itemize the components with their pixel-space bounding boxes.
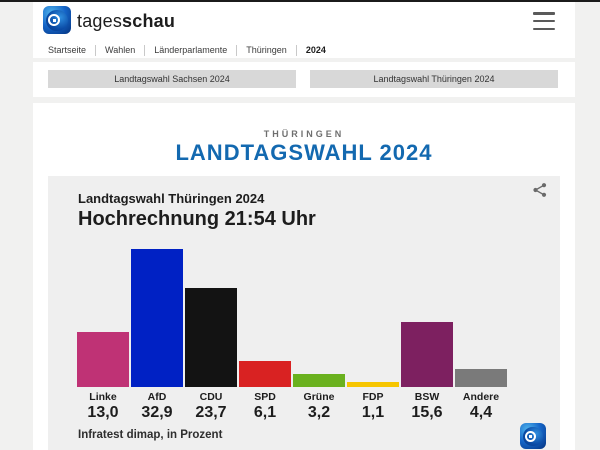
breadcrumb-separator [236,44,238,56]
bar-column-fdp: FDP 1,1 [347,249,399,422]
bar-bsw [401,322,453,387]
breadcrumb-separator [144,44,146,56]
bar-spd [239,361,291,387]
hamburger-menu-icon[interactable] [533,12,555,30]
party-label-afd: AfD [147,391,167,403]
breadcrumb-item-thüringen[interactable]: Thüringen [246,45,287,55]
chart-title: Landtagswahl Thüringen 2024 [78,191,265,206]
tagesschau-watermark-logo [520,423,546,449]
party-value-linke: 13,0 [87,404,119,421]
tagesschau-logo[interactable] [43,6,71,34]
party-value-andere: 4,4 [469,404,493,421]
page-title: LANDTAGSWAHL 2024 [175,140,433,165]
bar-column-linke: Linke 13,0 [77,249,129,422]
bar-andere [455,369,507,387]
party-value-fdp: 1,1 [361,404,385,421]
breadcrumb-item-2024: 2024 [305,45,326,55]
bar-grüne [293,374,345,387]
breadcrumb-separator [295,44,297,56]
tab-landtagswahl-thueringen[interactable]: Landtagswahl Thüringen 2024 [310,70,558,88]
site-header: tagesschau Startseite Wahlen Länderparlame… [33,2,575,58]
top-border [0,0,600,2]
share-icon[interactable] [532,182,548,198]
breadcrumb-item-länderparlamente[interactable]: Länderparlamente [154,45,228,55]
party-label-spd: SPD [254,391,276,403]
party-label-linke: Linke [89,391,117,403]
bar-column-cdu: CDU 23,7 [185,249,237,422]
party-label-fdp: FDP [362,391,384,403]
bar-column-andere: Andere 4,4 [455,249,507,422]
bar-fdp [347,382,399,387]
breadcrumb: Startseite Wahlen Länderparlamente Thüringe… [48,43,335,57]
party-label-bsw: BSW [414,391,440,403]
party-value-bsw: 15,6 [411,404,443,421]
election-tabs: Landtagswahl Sachsen 2024 Landtagswahl T… [33,62,575,97]
main-content: THÜRINGEN LANDTAGSWAHL 2024 Landtagswahl… [33,103,575,450]
breadcrumb-item-wahlen[interactable]: Wahlen [105,45,136,55]
bar-plot: Linke 13,0 AfD 32,9 CDU 23,7 SPD 6,1 Grüne 3,2 FDP… [77,249,507,422]
results-chart-card: Landtagswahl Thüringen 2024 Hochrechnung… [48,176,560,450]
region-label: THÜRINGEN [263,129,345,139]
breadcrumb-separator [95,44,97,56]
party-label-andere: Andere [462,391,500,403]
party-value-cdu: 23,7 [195,404,227,421]
party-label-cdu: CDU [199,391,223,403]
bar-cdu [185,288,237,387]
bar-linke [77,332,129,387]
party-value-grüne: 3,2 [307,404,331,421]
party-value-afd: 32,9 [141,404,173,421]
bar-afd [131,249,183,387]
breadcrumb-item-startseite[interactable]: Startseite [48,45,87,55]
tab-landtagswahl-sachsen[interactable]: Landtagswahl Sachsen 2024 [48,70,296,88]
brand-wordmark[interactable]: tagesschau [77,11,176,31]
bar-column-spd: SPD 6,1 [239,249,291,422]
party-value-spd: 6,1 [253,404,277,421]
party-label-grüne: Grüne [303,391,335,403]
bar-column-grüne: Grüne 3,2 [293,249,345,422]
bar-column-bsw: BSW 15,6 [401,249,453,422]
chart-subtitle: Hochrechnung 21:54 Uhr [78,208,316,230]
source-note: Infratest dimap, in Prozent [78,429,223,441]
bar-column-afd: AfD 32,9 [131,249,183,422]
